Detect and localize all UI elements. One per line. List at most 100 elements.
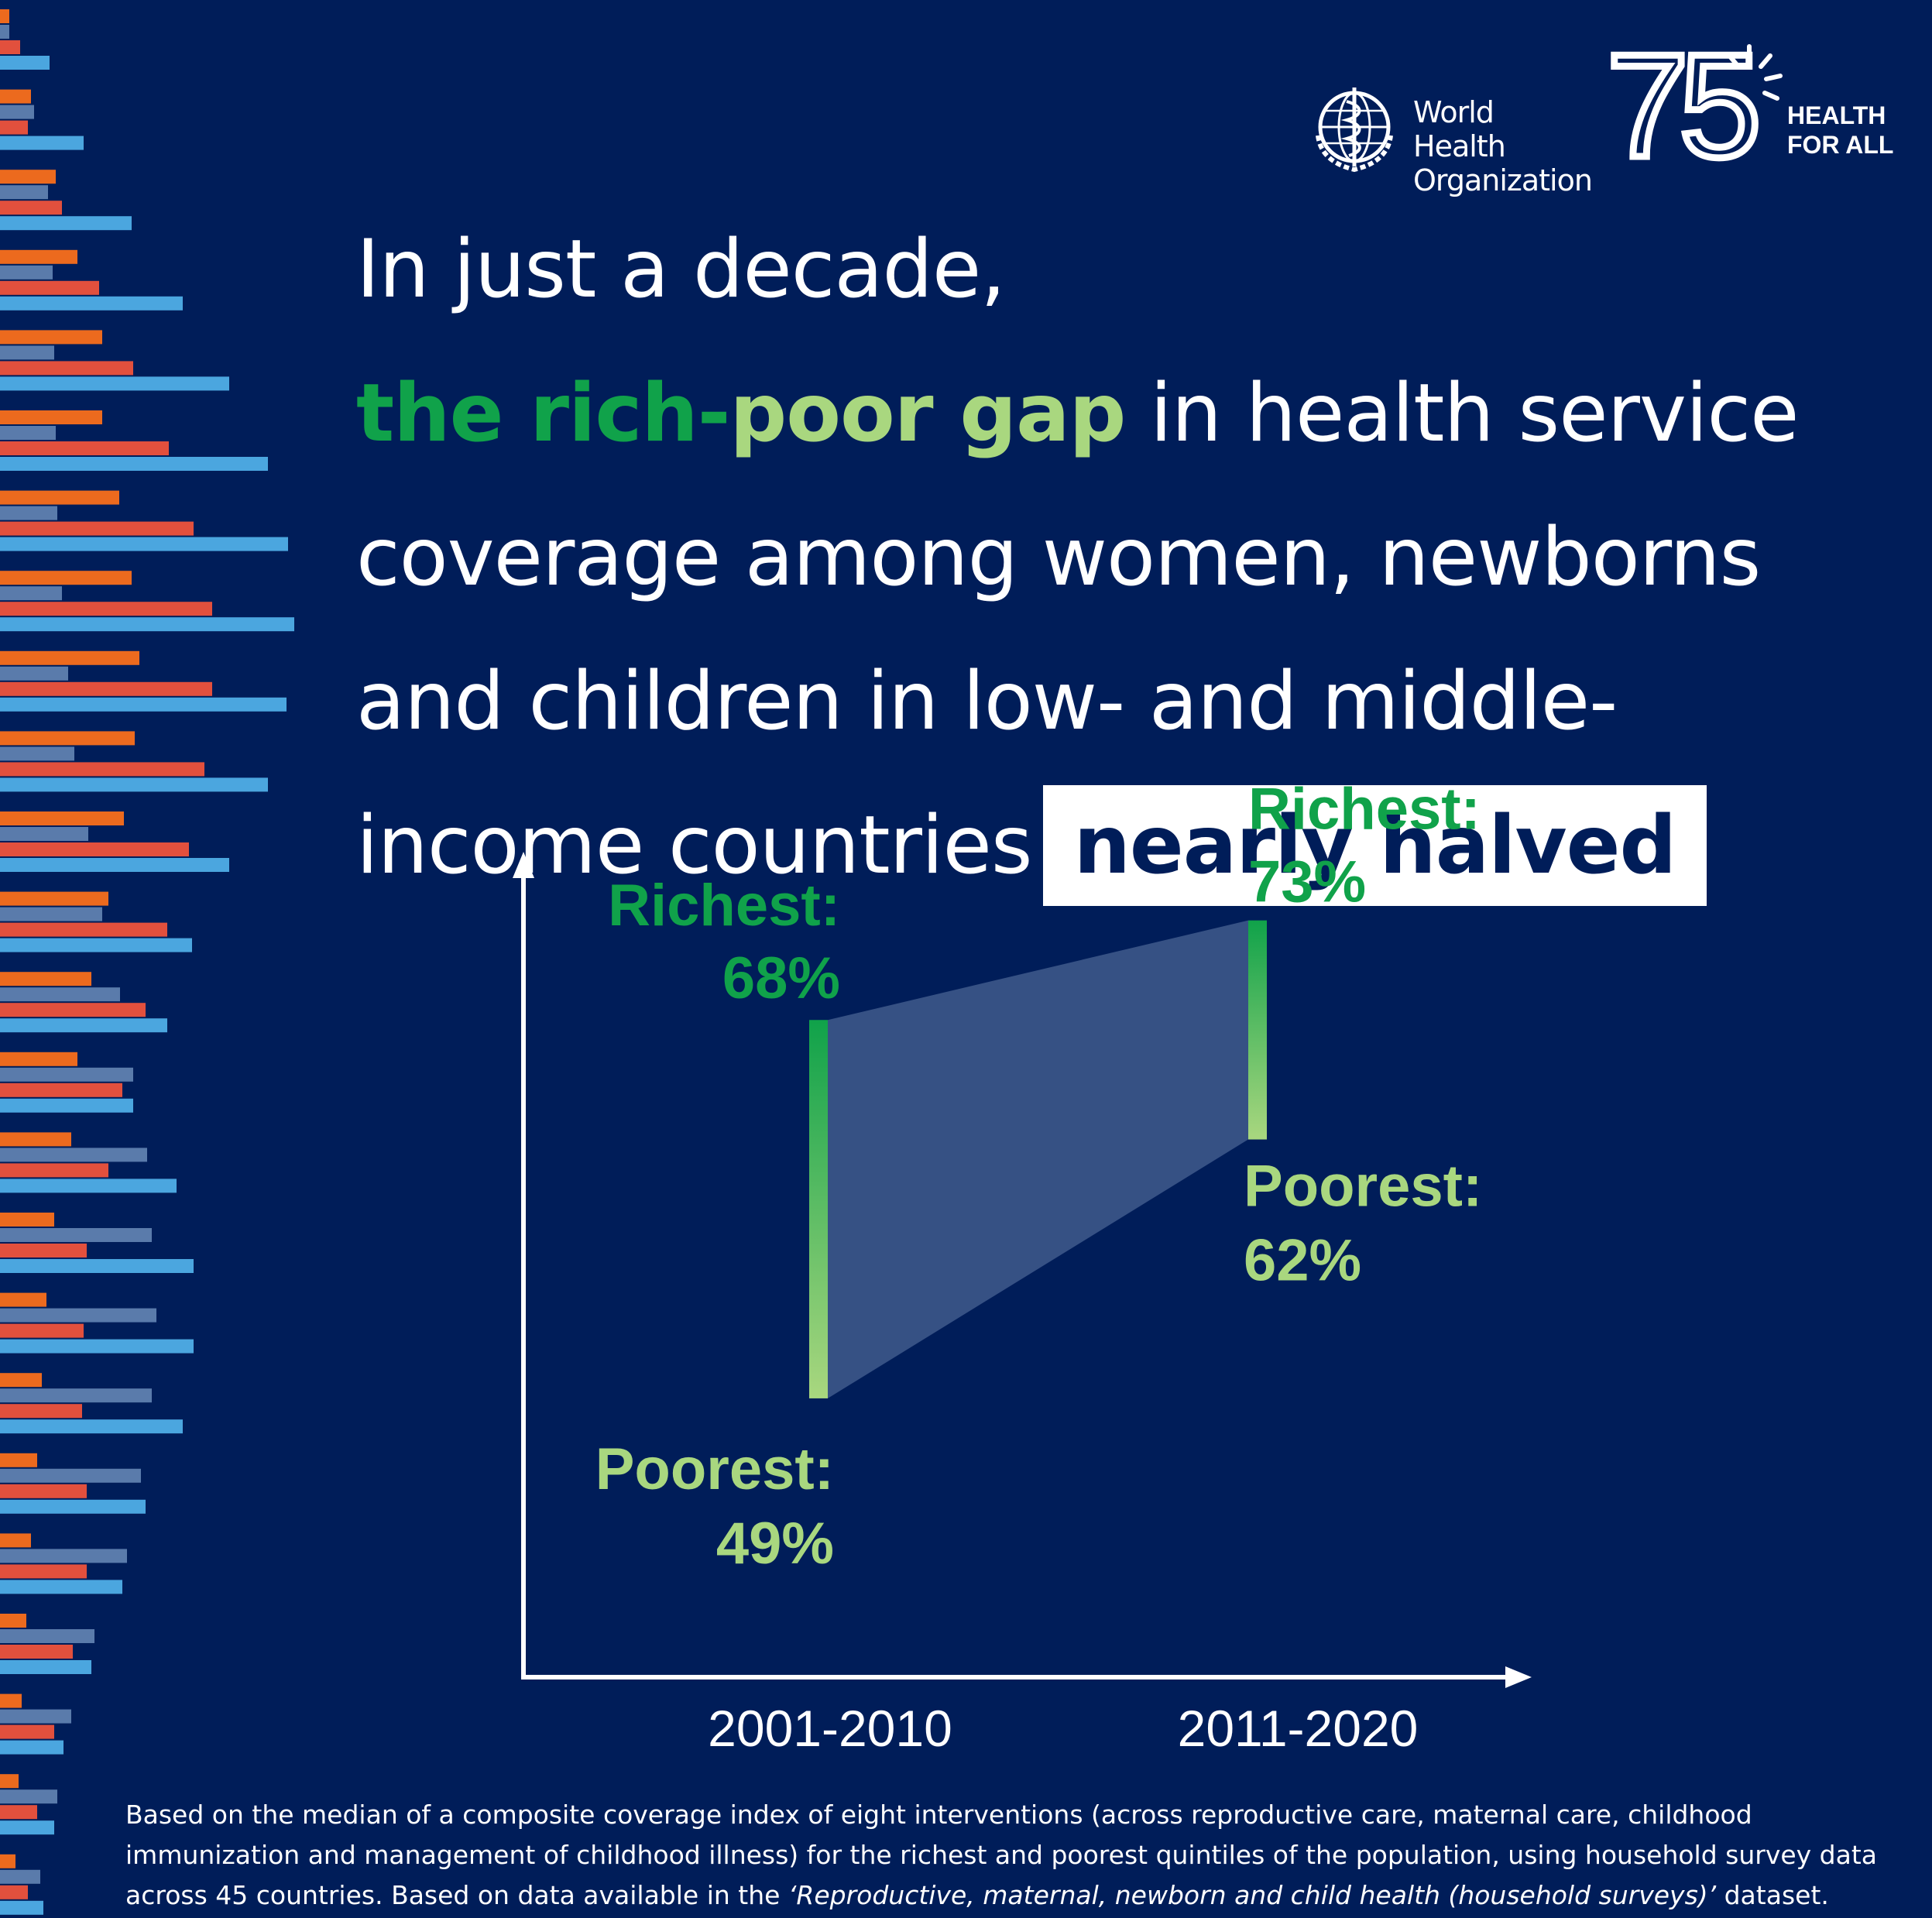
decorative-bar (0, 617, 294, 632)
headline: In just a decade, the rich-poor gap in h… (356, 197, 1897, 918)
who-logo: World Health Organization (1309, 81, 1593, 197)
decorative-bar (0, 746, 74, 761)
decorative-bar (0, 1900, 43, 1915)
decorative-bar (0, 666, 68, 681)
decorative-bar (0, 827, 88, 841)
decorative-bar (0, 1774, 19, 1789)
decorative-bar (0, 40, 20, 54)
decorative-bar (0, 1259, 194, 1273)
decorative-bar (0, 426, 56, 440)
decorative-bar (0, 25, 9, 39)
decorative-bar (0, 280, 99, 295)
decorative-bar (0, 56, 50, 70)
decorative-bar (0, 185, 48, 200)
decorative-bar (0, 1067, 133, 1082)
decorative-bar (0, 170, 56, 184)
x-axis (521, 1666, 1532, 1688)
decorative-bar (0, 1292, 46, 1307)
decorative-bar (0, 1052, 77, 1066)
headline-line2-rest: in health service (1125, 367, 1799, 460)
decorative-bar (0, 777, 268, 792)
who-name-line2: Organization (1413, 163, 1593, 197)
decorative-bar (0, 361, 133, 376)
decorative-bar (0, 1484, 87, 1498)
decorative-bar (0, 1213, 54, 1227)
footnote-text: Based on the median of a composite cover… (125, 1800, 1878, 1910)
decorative-bars (0, 9, 294, 1915)
richest-value-2001-2010: 68% (722, 945, 840, 1011)
decorative-bar (0, 490, 119, 505)
decorative-bar (0, 1163, 108, 1178)
decorative-bar (0, 1083, 122, 1097)
decorative-bar (0, 105, 34, 119)
decorative-bar (0, 201, 62, 215)
decorative-bar (0, 89, 31, 104)
decorative-bar (0, 1709, 71, 1724)
decorative-bar (0, 1549, 127, 1563)
decorative-bar (0, 858, 229, 872)
decorative-bar (0, 1373, 42, 1388)
decorative-bar (0, 891, 108, 906)
decorative-bar (0, 1419, 183, 1434)
range-bar-2011-2020 (1248, 920, 1267, 1140)
decorative-bar (0, 1820, 54, 1835)
decorative-bar (0, 1308, 156, 1323)
decorative-bar (0, 1179, 177, 1193)
decorative-bar (0, 1228, 152, 1242)
decorative-bar (0, 650, 139, 665)
decorative-bar (0, 1693, 22, 1708)
decorative-bar (0, 1453, 37, 1467)
y-axis (513, 852, 534, 1677)
decorative-bar (0, 571, 132, 585)
poorest-label-2011-2020: Poorest: (1244, 1154, 1482, 1220)
decorative-bar (0, 811, 124, 825)
decorative-bar (0, 1244, 87, 1258)
headline-line5: income countries nearly halved (356, 774, 1897, 918)
decorative-bar (0, 1533, 31, 1548)
decorative-bar (0, 1132, 71, 1147)
decorative-bar (0, 410, 102, 424)
decorative-bar (0, 1629, 94, 1643)
x-tick-label-2001-2010: 2001-2010 (708, 1700, 952, 1757)
decorative-bar (0, 216, 132, 231)
decorative-bar (0, 1098, 133, 1113)
poorest-value-2011-2020: 62% (1244, 1228, 1361, 1294)
decorative-bar (0, 1003, 146, 1017)
decorative-bar (0, 1404, 82, 1419)
headline-nearly-halved-box: nearly halved (1042, 785, 1707, 906)
decorative-bar (0, 922, 167, 937)
decorative-bar (0, 1614, 26, 1628)
headline-line4: and children in low- and middle- (356, 655, 1618, 748)
decorative-bar (0, 972, 91, 986)
decorative-bar (0, 842, 189, 856)
decorative-bar (0, 265, 53, 280)
decorative-bar (0, 345, 54, 360)
decorative-bar (0, 1564, 87, 1579)
decorative-bar (0, 376, 229, 391)
decorative-bar (0, 441, 169, 455)
footnote: Based on the median of a composite cover… (125, 1795, 1906, 1916)
who-emblem-icon (1316, 87, 1393, 173)
headline-line1: In just a decade, (356, 223, 1006, 316)
decorative-bar (0, 457, 268, 471)
anniversary-75-logo: 75 (1607, 23, 1783, 170)
decorative-bar (0, 1468, 141, 1483)
decorative-bar (0, 602, 212, 616)
health-for-all-tagline: HEALTH FOR ALL (1787, 101, 1893, 160)
decorative-bar (0, 586, 62, 601)
decorative-bar (0, 987, 120, 1002)
decorative-bar (0, 762, 204, 777)
decorative-bar (0, 537, 288, 551)
tagline-line1: HEALTH (1787, 101, 1886, 129)
decorative-bar (0, 506, 57, 520)
decorative-bar (0, 1740, 63, 1755)
headline-highlight-green: the rich- (356, 367, 731, 460)
headline-highlight-light: poor gap (729, 367, 1127, 460)
headline-line5-text: income countries (356, 799, 1033, 892)
poorest-value-2001-2010: 49% (716, 1511, 834, 1577)
sunburst-icon (1728, 44, 1783, 101)
footnote-dataset-name: ‘Reproductive, maternal, newborn and chi… (788, 1880, 1717, 1910)
decorative-bar (0, 1854, 15, 1868)
decorative-bar (0, 1339, 194, 1354)
